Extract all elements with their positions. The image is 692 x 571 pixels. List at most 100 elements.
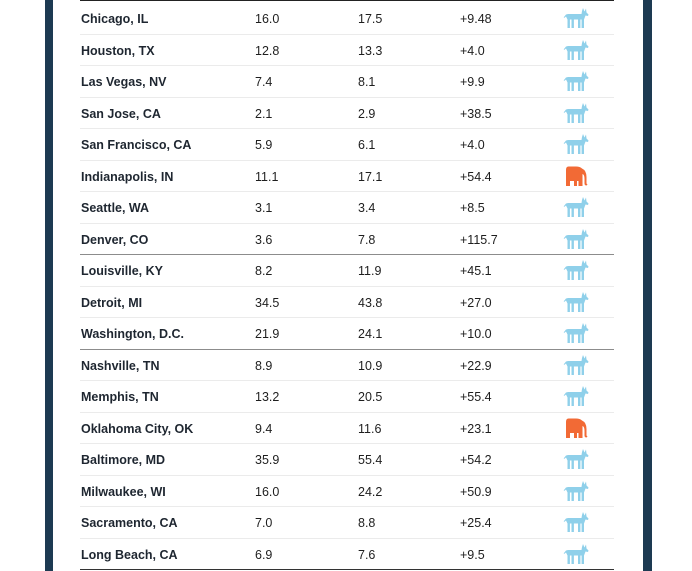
value-2: 13.3: [358, 43, 383, 58]
donkey-icon: [563, 70, 589, 92]
change-value: +50.9: [460, 484, 492, 499]
value-1: 16.0: [255, 484, 280, 499]
change-value: +27.0: [460, 295, 492, 310]
city-name: Nashville, TN: [81, 358, 160, 373]
value-2: 24.2: [358, 484, 383, 499]
value-1: 7.0: [255, 516, 273, 530]
donkey-icon: [563, 448, 589, 470]
table-row: Washington, D.C. 21.9 24.1 +10.0: [80, 318, 614, 350]
value-1: 2.1: [255, 106, 273, 121]
table-row: Louisville, KY 8.2 11.9 +45.1: [80, 255, 614, 287]
city-name: Baltimore, MD: [81, 453, 166, 467]
value-2: 43.8: [358, 295, 383, 310]
change-value: +22.9: [460, 358, 492, 373]
change-value: +23.1: [460, 421, 492, 436]
donkey-icon: [563, 354, 589, 376]
table-top-rule: [80, 0, 614, 1]
value-1: 21.9: [255, 327, 280, 341]
value-1: 16.0: [255, 12, 280, 26]
value-2: 17.5: [358, 12, 383, 26]
city-name: Indianapolis, IN: [81, 169, 174, 184]
table-bottom-rule: [80, 569, 614, 570]
change-value: +4.0: [460, 138, 485, 152]
value-1: 7.4: [255, 75, 273, 89]
value-1: 9.4: [255, 421, 273, 436]
value-1: 3.6: [255, 232, 273, 247]
table-row: Long Beach, CA 6.9 7.6 +9.5: [80, 539, 614, 570]
donkey-icon: [563, 291, 589, 313]
city-name: Houston, TX: [81, 43, 155, 58]
donkey-icon: [563, 102, 589, 124]
city-name: San Francisco, CA: [81, 138, 192, 152]
table-row: Memphis, TN 13.2 20.5 +55.4: [80, 381, 614, 413]
donkey-icon: [563, 385, 589, 407]
table-row: Baltimore, MD 35.9 55.4 +54.2: [80, 444, 614, 476]
table-row: Nashville, TN 8.9 10.9 +22.9: [80, 350, 614, 381]
table-row: Milwaukee, WI 16.0 24.2 +50.9: [80, 476, 614, 507]
donkey-icon: [563, 7, 589, 29]
value-2: 17.1: [358, 169, 383, 184]
change-value: +10.0: [460, 327, 492, 341]
table-row: Las Vegas, NV 7.4 8.1 +9.9: [80, 66, 614, 98]
city-name: San Jose, CA: [81, 106, 161, 121]
change-value: +9.9: [460, 75, 485, 89]
value-1: 11.1: [255, 169, 279, 184]
elephant-icon: [563, 417, 589, 439]
donkey-icon: [563, 196, 589, 218]
value-2: 7.6: [358, 547, 376, 562]
change-value: +4.0: [460, 43, 485, 58]
value-1: 13.2: [255, 390, 280, 404]
donkey-icon: [563, 480, 589, 502]
donkey-icon: [563, 543, 589, 565]
table-row: Houston, TX 12.8 13.3 +4.0: [80, 35, 614, 66]
table-row: Seattle, WA 3.1 3.4 +8.5: [80, 192, 614, 224]
elephant-icon: [563, 165, 589, 187]
table-row: Oklahoma City, OK 9.4 11.6 +23.1: [80, 413, 614, 444]
donkey-icon: [563, 511, 589, 533]
table-row: Chicago, IL 16.0 17.5 +9.48: [80, 3, 614, 35]
value-1: 34.5: [255, 295, 280, 310]
change-value: +115.7: [460, 232, 498, 247]
value-2: 10.9: [358, 358, 383, 373]
table-row: San Jose, CA 2.1 2.9 +38.5: [80, 98, 614, 129]
change-value: +38.5: [460, 106, 492, 121]
change-value: +54.2: [460, 453, 492, 467]
change-value: +45.1: [460, 264, 492, 278]
donkey-icon: [563, 39, 589, 61]
city-name: Louisville, KY: [81, 264, 163, 278]
table-row: Indianapolis, IN 11.1 17.1 +54.4: [80, 161, 614, 192]
change-value: +9.5: [460, 547, 485, 562]
city-name: Seattle, WA: [81, 201, 150, 215]
value-1: 8.2: [255, 264, 273, 278]
change-value: +8.5: [460, 201, 485, 215]
table-row: San Francisco, CA 5.9 6.1 +4.0: [80, 129, 614, 161]
value-1: 8.9: [255, 358, 273, 373]
change-value: +9.48: [460, 12, 492, 26]
donkey-icon: [563, 228, 589, 250]
city-name: Milwaukee, WI: [81, 484, 166, 499]
value-1: 35.9: [255, 453, 280, 467]
donkey-icon: [563, 259, 589, 281]
value-2: 11.6: [358, 421, 382, 436]
city-name: Oklahoma City, OK: [81, 421, 194, 436]
city-name: Sacramento, CA: [81, 516, 178, 530]
value-1: 3.1: [255, 201, 273, 215]
city-name: Long Beach, CA: [81, 547, 178, 562]
value-1: 12.8: [255, 43, 280, 58]
city-name: Chicago, IL: [81, 12, 149, 26]
value-2: 6.1: [358, 138, 376, 152]
value-1: 5.9: [255, 138, 273, 152]
value-2: 8.1: [358, 75, 376, 89]
value-2: 11.9: [358, 264, 382, 278]
city-name: Denver, CO: [81, 232, 149, 247]
change-value: +55.4: [460, 390, 492, 404]
city-table: Chicago, IL 16.0 17.5 +9.48 Houston, TX 12.8 1…: [80, 3, 614, 570]
value-2: 3.4: [358, 201, 376, 215]
change-value: +54.4: [460, 169, 492, 184]
value-2: 2.9: [358, 106, 376, 121]
value-2: 24.1: [358, 327, 383, 341]
donkey-icon: [563, 133, 589, 155]
value-2: 55.4: [358, 453, 383, 467]
value-2: 7.8: [358, 232, 376, 247]
table-row: Sacramento, CA 7.0 8.8 +25.4: [80, 507, 614, 539]
